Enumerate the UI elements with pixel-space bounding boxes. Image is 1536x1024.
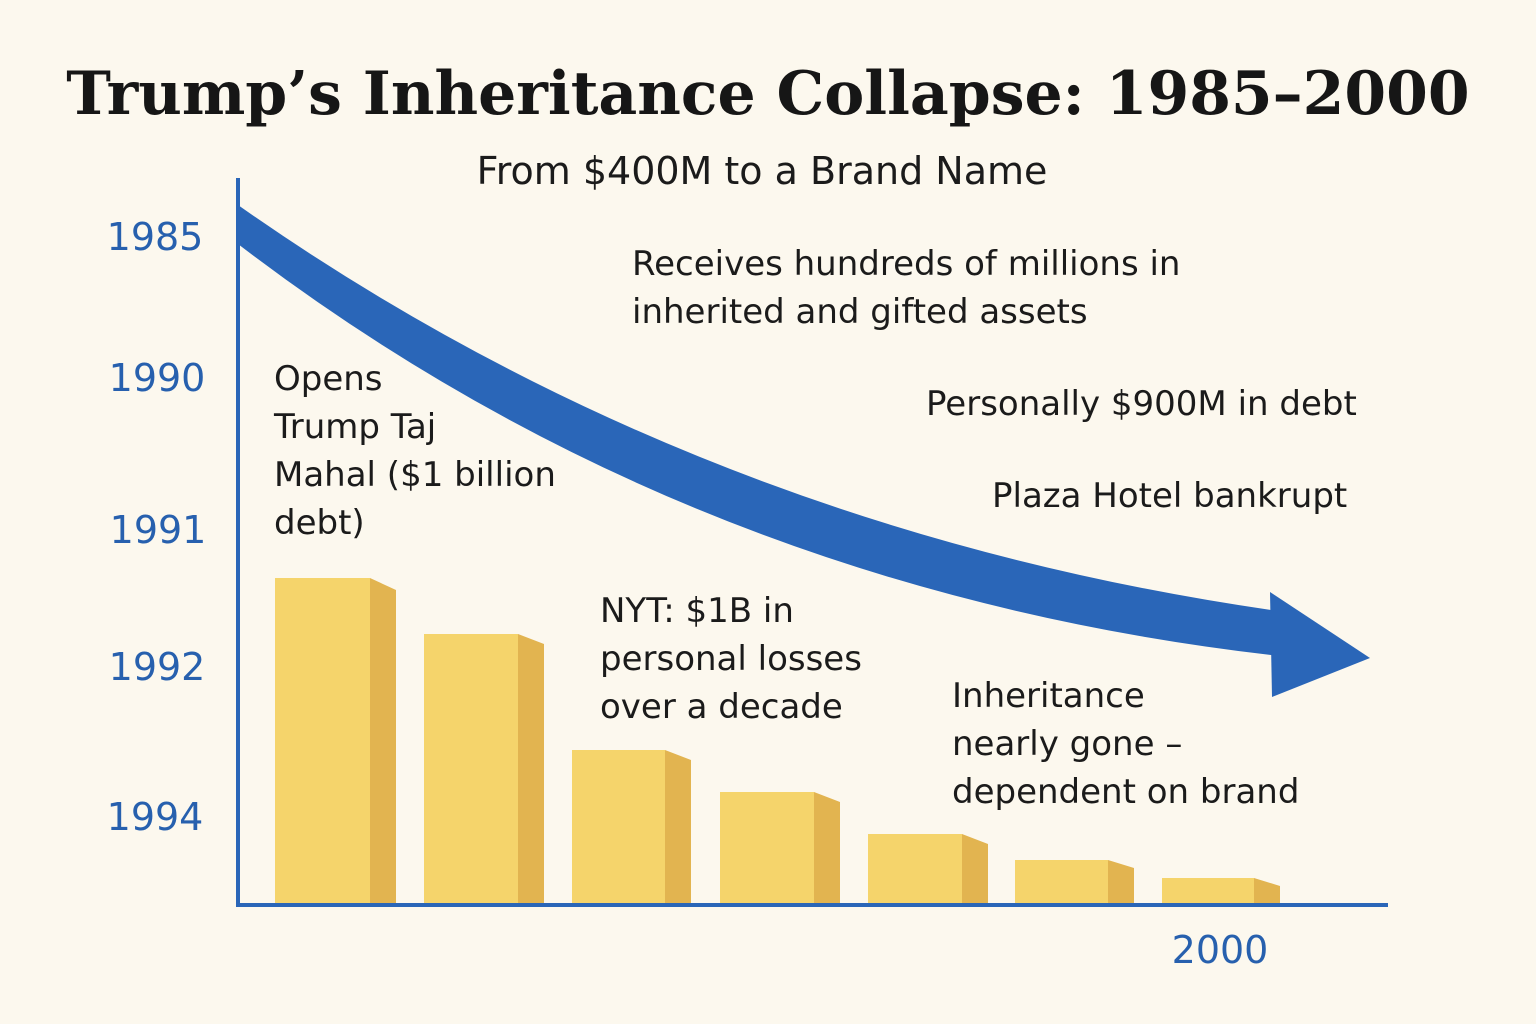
subtitle: From $400M to a Brand Name xyxy=(477,149,1048,193)
bar xyxy=(424,634,544,903)
year-label: 1985 xyxy=(107,215,204,259)
year-label: 1994 xyxy=(107,795,204,839)
annotation: inherited and gifted assets xyxy=(632,292,1088,332)
annotation: Plaza Hotel bankrupt xyxy=(992,476,1347,516)
year-label: 1992 xyxy=(109,645,206,689)
arrow-head xyxy=(1270,592,1370,697)
bar xyxy=(1162,878,1280,903)
year-label: 1991 xyxy=(110,508,207,552)
annotation: Personally $900M in debt xyxy=(926,384,1357,424)
bar xyxy=(868,834,988,903)
annotation: debt) xyxy=(274,503,365,543)
annotation: Inheritance xyxy=(952,676,1145,716)
annotation: Trump Taj xyxy=(273,407,436,447)
bars xyxy=(275,578,1280,903)
annotation: personal losses xyxy=(600,639,862,679)
annotation: Receives hundreds of millions in xyxy=(632,244,1180,284)
bar xyxy=(275,578,396,903)
year-label: 2000 xyxy=(1172,928,1269,972)
trend-arrow xyxy=(238,205,1285,656)
year-label: 1990 xyxy=(109,356,206,400)
annotation: Mahal ($1 billion xyxy=(274,455,556,495)
annotation: Opens xyxy=(274,359,383,399)
bar xyxy=(1015,860,1134,903)
annotation: NYT: $1B in xyxy=(600,591,794,631)
title: Trump’s Inheritance Collapse: 1985–2000 xyxy=(66,59,1469,129)
annotation: over a decade xyxy=(600,687,843,727)
annotation: dependent on brand xyxy=(952,772,1299,812)
bar xyxy=(572,750,691,903)
annotation: nearly gone – xyxy=(952,724,1182,764)
bar xyxy=(720,792,840,903)
